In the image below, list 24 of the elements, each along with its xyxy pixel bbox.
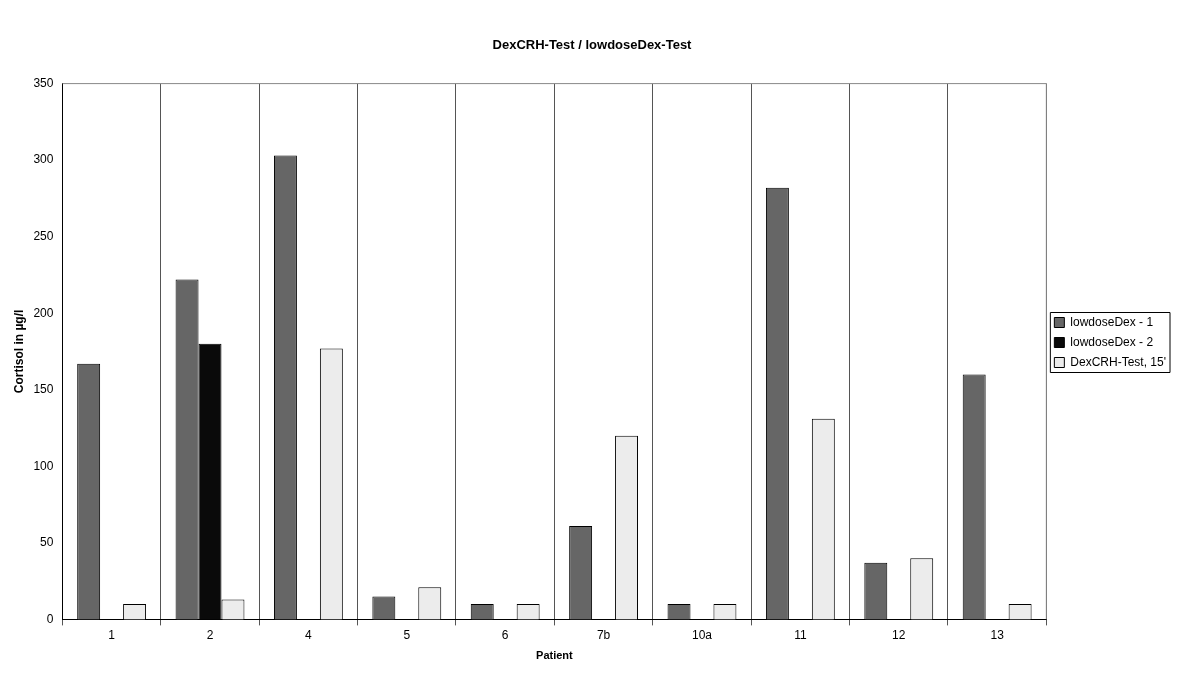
x-tick-label: 13 xyxy=(990,627,1005,642)
x-tick-label: 6 xyxy=(501,627,509,642)
x-tick-label: 12 xyxy=(892,627,906,642)
y-tick-label: 50 xyxy=(40,535,54,550)
legend-label: lowdoseDex - 1 xyxy=(1070,314,1154,329)
x-tick-label: 11 xyxy=(794,627,807,642)
y-tick-label: 300 xyxy=(33,152,54,167)
y-axis-title: Cortisol in µg/l xyxy=(11,309,26,394)
y-tick-label: 100 xyxy=(33,458,54,473)
y-tick-label: 350 xyxy=(33,75,54,90)
x-axis-title: Patient xyxy=(536,649,574,662)
x-tick-label: 10a xyxy=(691,627,713,642)
y-tick-label: 0 xyxy=(46,611,54,626)
y-tick-label: 250 xyxy=(33,229,54,243)
legend-label: lowdoseDex - 2 xyxy=(1070,334,1154,349)
x-tick-label: 2 xyxy=(206,627,214,642)
x-tick-label: 7b xyxy=(596,627,611,642)
chart-title: DexCRH-Test / lowdoseDex-Test xyxy=(492,37,693,53)
x-tick-label: 1 xyxy=(108,627,116,642)
x-tick-label: 4 xyxy=(305,627,313,642)
x-tick-label: 5 xyxy=(403,627,411,642)
y-tick-label: 200 xyxy=(33,305,54,320)
y-tick-label: 150 xyxy=(33,382,54,397)
legend-label: DexCRH-Test, 15' xyxy=(1070,354,1167,369)
